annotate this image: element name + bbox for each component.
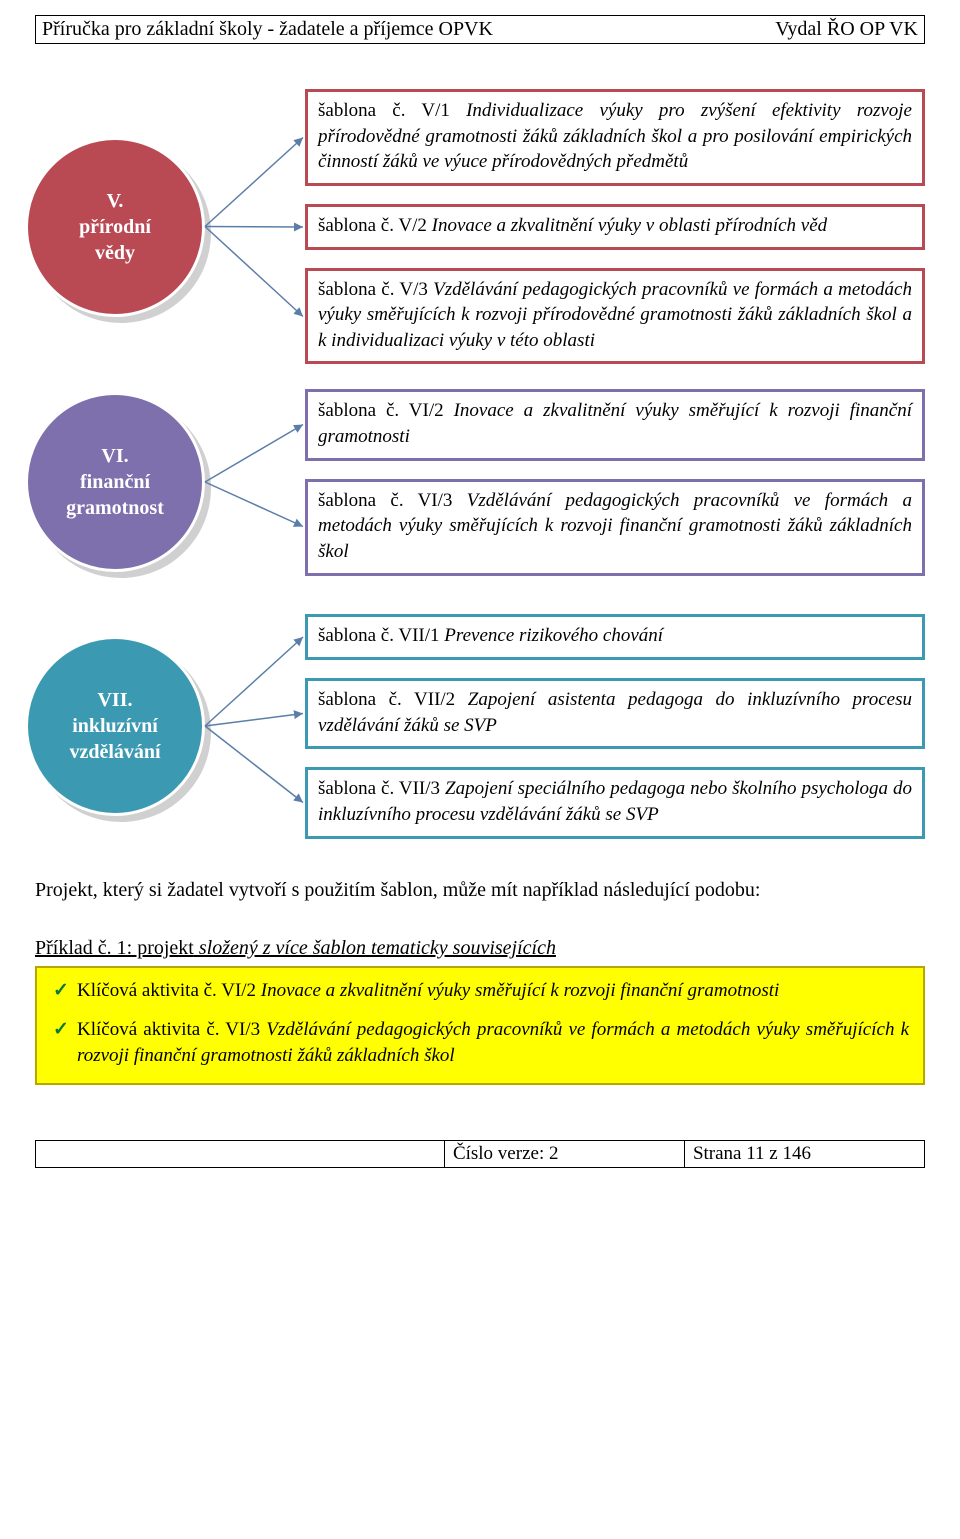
page-footer: Číslo verze: 2 Strana 11 z 146 [35,1140,925,1168]
circle-label: VI. [101,443,128,469]
page-header: Příručka pro základní školy - žadatele a… [35,15,925,44]
box-prefix: šablona č. VII/1 [318,625,444,646]
box-prefix: šablona č. V/2 [318,215,432,236]
box-prefix: šablona č. VII/2 [318,689,468,710]
circle-label: finanční [80,469,150,495]
template-box: šablona č. V/2 Inovace a zkvalitnění výu… [305,204,925,250]
box-prefix: šablona č. VII/3 [318,778,445,799]
circle-node: V.přírodnívědy [25,137,205,317]
diagram-row: V.přírodnívědy šablona č. V/1 Individuali… [35,89,925,364]
box-body: Prevence rizikového chování [444,625,663,646]
circle-label: vědy [95,240,135,266]
circle-label: gramotnost [66,495,164,521]
header-left: Příručka pro základní školy - žadatele a… [36,16,702,44]
example-item: Klíčová aktivita č. VI/3 Vzdělávání peda… [51,1017,909,1068]
template-box: šablona č. VII/1 Prevence rizikového cho… [305,614,925,660]
diagram-row: VII.inkluzívnívzdělávání šablona č. VII/1… [35,614,925,838]
example-item: Klíčová aktivita č. VI/2 Inovace a zkval… [51,978,909,1004]
box-group: šablona č. VI/2 Inovace a zkvalitnění vý… [305,389,925,575]
body-paragraph: Projekt, který si žadatel vytvoří s použ… [35,879,925,902]
box-body: Inovace a zkvalitnění výuky v oblasti př… [432,215,828,236]
template-box: šablona č. VII/3 Zapojení speciálního pe… [305,767,925,838]
circle-label: vzdělávání [69,739,160,765]
template-box: šablona č. VII/2 Zapojení asistenta peda… [305,678,925,749]
diagram-row: VI.finančnígramotnost šablona č. VI/2 Ino… [35,389,925,589]
connector-lines [195,389,315,575]
example-label-1: Příklad č. 1: projekt [35,937,194,959]
footer-c3: Strana 11 z 146 [684,1140,924,1167]
box-group: šablona č. VII/1 Prevence rizikového cho… [305,614,925,838]
template-box: šablona č. V/3 Vzdělávání pedagogických … [305,268,925,365]
connector-lines [195,614,315,838]
box-prefix: šablona č. VI/3 [318,490,467,511]
example-box: Klíčová aktivita č. VI/2 Inovace a zkval… [35,966,925,1085]
example-title: Příklad č. 1: projekt složený z více šab… [35,937,925,960]
circle-node: VII.inkluzívnívzdělávání [25,636,205,816]
box-group: šablona č. V/1 Individualizace výuky pro… [305,89,925,364]
circle-label: VII. [97,687,132,713]
header-right: Vydal ŘO OP VK [701,16,924,44]
connector-lines [195,89,315,364]
diagram: V.přírodnívědy šablona č. V/1 Individuali… [35,89,925,839]
circle-node: VI.finančnígramotnost [25,392,205,572]
footer-c1 [36,1140,445,1167]
example-label-2: složený z více šablon tematicky souvisej… [194,937,556,959]
box-prefix: šablona č. V/3 [318,279,433,300]
circle-label: inkluzívní [72,713,158,739]
template-box: šablona č. VI/2 Inovace a zkvalitnění vý… [305,389,925,460]
example-prefix: Klíčová aktivita č. VI/2 [77,980,261,1001]
box-prefix: šablona č. VI/2 [318,400,454,421]
template-box: šablona č. VI/3 Vzdělávání pedagogických… [305,479,925,576]
example-body: Inovace a zkvalitnění výuky směřující k … [261,980,780,1001]
box-prefix: šablona č. V/1 [318,100,466,121]
footer-c2: Číslo verze: 2 [444,1140,684,1167]
example-prefix: Klíčová aktivita č. VI/3 [77,1019,266,1040]
circle-label: přírodní [79,214,151,240]
circle-label: V. [107,188,124,214]
template-box: šablona č. V/1 Individualizace výuky pro… [305,89,925,186]
